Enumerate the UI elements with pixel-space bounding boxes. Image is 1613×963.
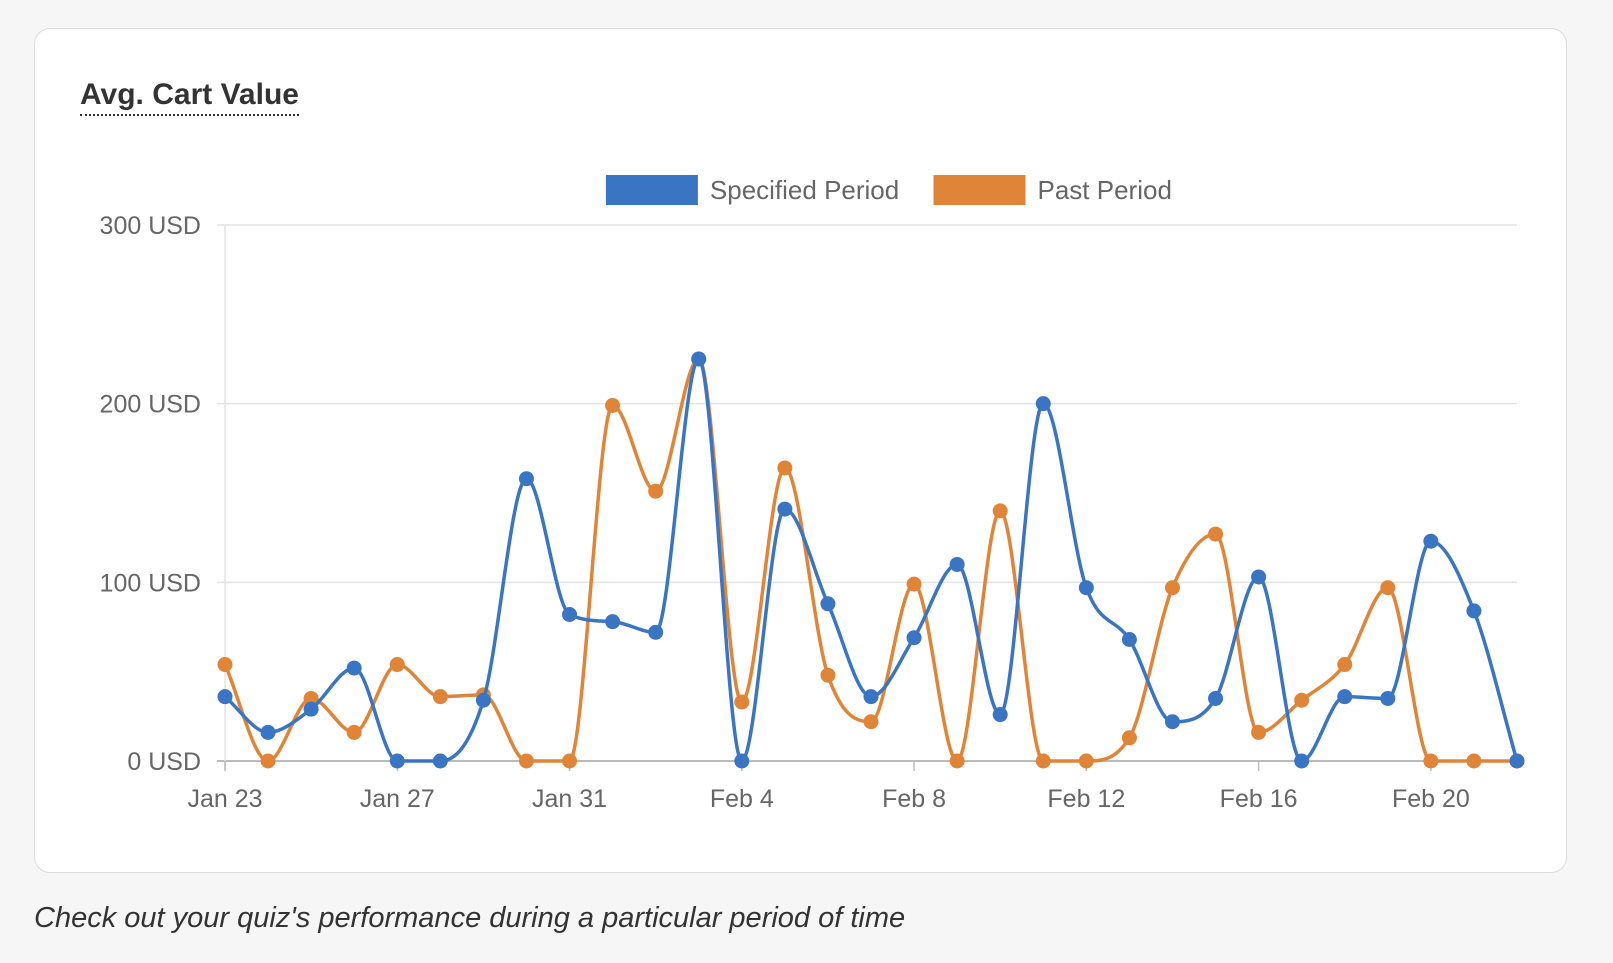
data-point xyxy=(432,753,448,769)
data-point xyxy=(1035,396,1051,412)
x-tick-label: Jan 31 xyxy=(532,785,607,813)
data-point xyxy=(217,689,233,705)
x-tick-label: Feb 12 xyxy=(1047,785,1125,813)
data-point xyxy=(734,694,750,710)
data-point xyxy=(734,753,750,769)
data-point xyxy=(1251,724,1267,740)
data-point xyxy=(949,753,965,769)
y-tick-label: 0 USD xyxy=(127,748,201,776)
data-point xyxy=(1121,730,1137,746)
data-point xyxy=(820,596,836,612)
data-point xyxy=(992,503,1008,519)
data-point xyxy=(648,483,664,499)
axis-layer: 0 USD 100 USD 200 USD 300 USD Jan 23 Jan 27 Ja… xyxy=(100,212,1470,813)
data-point xyxy=(562,753,578,769)
data-point xyxy=(1337,657,1353,673)
data-point xyxy=(949,556,965,572)
caption-text: Check out your quiz's performance during… xyxy=(34,902,906,934)
x-tick-label: Feb 16 xyxy=(1220,785,1298,813)
x-tick-label: Feb 20 xyxy=(1392,785,1470,813)
data-point xyxy=(1294,692,1310,708)
data-point xyxy=(432,689,448,705)
card-title[interactable]: Avg. Cart Value xyxy=(80,77,299,116)
data-point xyxy=(303,690,319,706)
y-tick-label: 200 USD xyxy=(100,391,201,419)
data-point xyxy=(906,576,922,592)
legend-swatch xyxy=(933,175,1026,205)
legend-item[interactable]: Specified Period xyxy=(605,175,899,205)
data-point xyxy=(691,351,707,367)
legend-label: Specified Period xyxy=(710,175,899,205)
data-point xyxy=(260,753,276,769)
data-point xyxy=(1208,690,1224,706)
data-point xyxy=(1423,753,1439,769)
data-point xyxy=(260,724,276,740)
data-point xyxy=(1337,689,1353,705)
legend-label: Past Period xyxy=(1038,175,1172,205)
series-layer xyxy=(217,351,1525,769)
data-point xyxy=(605,614,621,630)
data-point xyxy=(217,657,233,673)
data-point xyxy=(648,624,664,640)
data-point xyxy=(1164,580,1180,596)
data-point xyxy=(863,714,879,730)
data-point xyxy=(389,657,405,673)
data-point xyxy=(1078,580,1094,596)
data-point xyxy=(1466,603,1482,619)
data-point xyxy=(1251,569,1267,585)
legend-layer: Specified Period Past Period xyxy=(605,175,1172,205)
data-point xyxy=(1466,753,1482,769)
x-tick-label: Jan 27 xyxy=(360,785,435,813)
data-point xyxy=(1121,632,1137,648)
data-point xyxy=(1035,753,1051,769)
y-tick-label: 300 USD xyxy=(100,212,201,240)
data-point xyxy=(518,753,534,769)
data-point xyxy=(1294,753,1310,769)
data-point xyxy=(346,660,362,676)
data-point xyxy=(518,471,534,487)
data-point xyxy=(389,753,405,769)
data-point xyxy=(863,689,879,705)
data-point xyxy=(346,724,362,740)
data-point xyxy=(562,606,578,622)
data-point xyxy=(1078,753,1094,769)
data-point xyxy=(303,701,319,717)
x-tick-label: Feb 8 xyxy=(882,785,946,813)
legend-item[interactable]: Past Period xyxy=(933,175,1172,205)
series-specified-period xyxy=(217,351,1525,769)
data-point xyxy=(475,692,491,708)
data-point xyxy=(1208,526,1224,542)
data-point xyxy=(1380,580,1396,596)
data-point xyxy=(1423,533,1439,549)
data-point xyxy=(906,630,922,646)
data-point xyxy=(605,397,621,413)
data-point xyxy=(1509,753,1525,769)
legend-swatch xyxy=(605,175,698,205)
x-tick-label: Feb 4 xyxy=(710,785,774,813)
data-point xyxy=(1164,714,1180,730)
data-point xyxy=(992,707,1008,723)
data-point xyxy=(777,460,793,476)
data-point xyxy=(1380,690,1396,706)
data-point xyxy=(820,667,836,683)
data-point xyxy=(777,501,793,517)
x-tick-label: Jan 23 xyxy=(187,785,262,813)
y-tick-label: 100 USD xyxy=(100,569,201,597)
series-past-period xyxy=(217,351,1525,769)
